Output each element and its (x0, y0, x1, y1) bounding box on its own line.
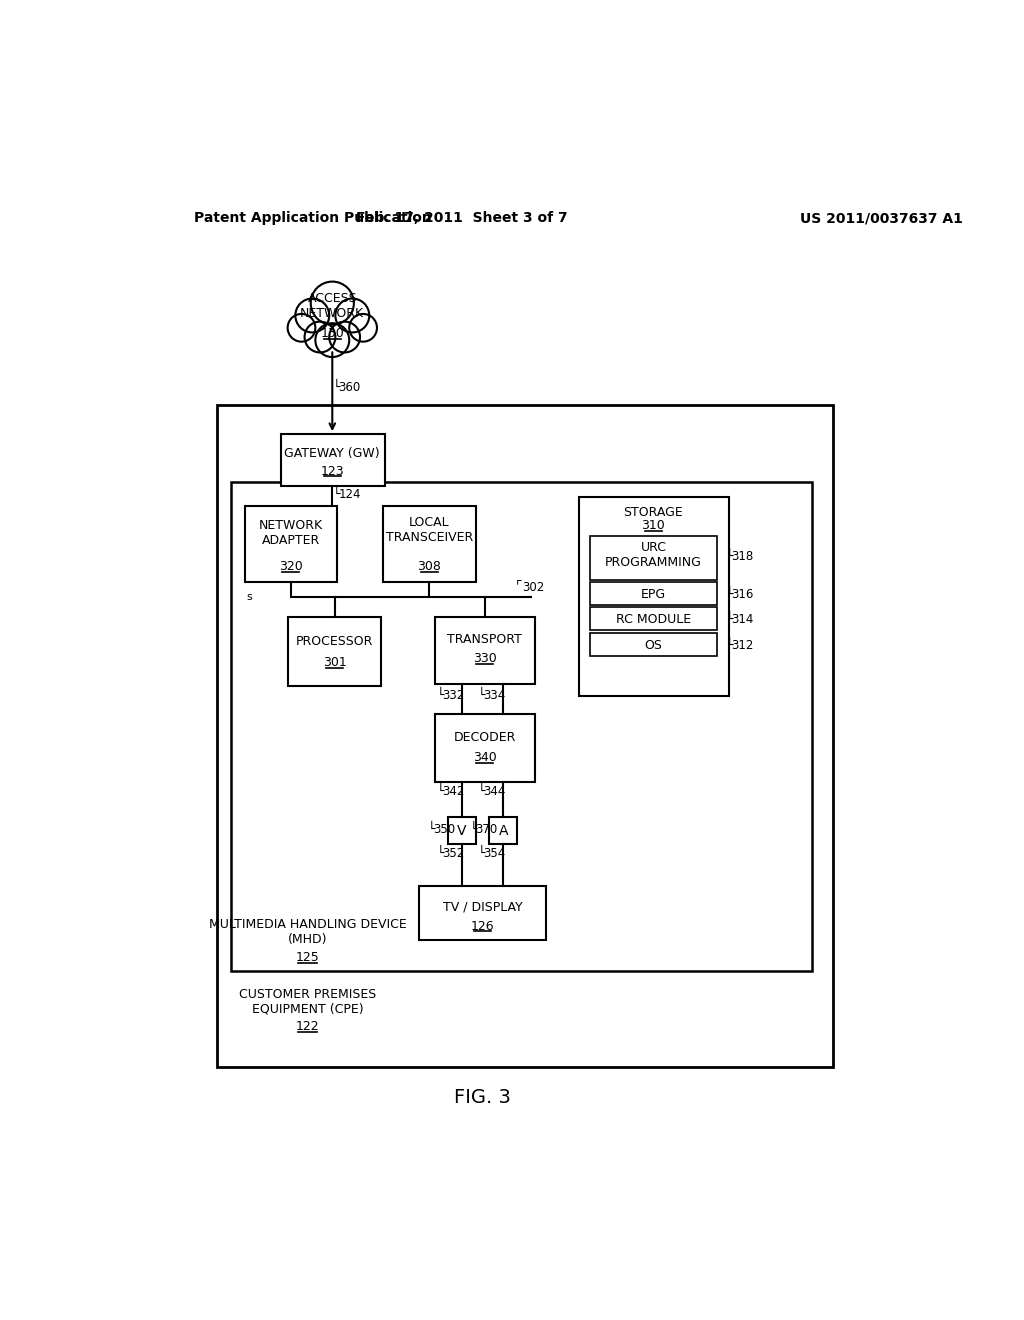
Text: 332: 332 (442, 689, 465, 702)
Circle shape (288, 314, 315, 342)
Text: └: └ (333, 488, 341, 502)
Bar (489, 817, 517, 845)
Bar (245, 507, 337, 582)
Text: └: └ (478, 785, 485, 797)
Text: US 2011/0037637 A1: US 2011/0037637 A1 (801, 211, 964, 226)
Text: 352: 352 (442, 847, 465, 861)
Text: s: s (246, 593, 252, 602)
Circle shape (349, 314, 377, 342)
Text: NETWORK
ADAPTER: NETWORK ADAPTER (259, 519, 323, 548)
Text: 318: 318 (731, 550, 754, 564)
Text: FIG. 3: FIG. 3 (454, 1088, 511, 1107)
Bar (281, 434, 385, 487)
Text: 124: 124 (339, 488, 361, 502)
Bar (435, 616, 535, 684)
Text: OS: OS (644, 639, 663, 652)
Text: 125: 125 (296, 952, 319, 964)
Text: └: └ (726, 639, 733, 652)
Text: GATEWAY (GW): GATEWAY (GW) (285, 446, 380, 459)
Text: 312: 312 (731, 639, 754, 652)
Text: ACCESS
NETWORK: ACCESS NETWORK (300, 292, 365, 321)
Text: 370: 370 (475, 822, 497, 836)
Text: 360: 360 (339, 381, 360, 395)
Text: 123: 123 (321, 465, 344, 478)
Text: 308: 308 (418, 560, 441, 573)
Text: STORAGE: STORAGE (624, 506, 683, 519)
Text: 130: 130 (321, 327, 344, 341)
Bar (447, 817, 475, 845)
Text: └: └ (726, 550, 733, 564)
Text: Feb. 17, 2011  Sheet 3 of 7: Feb. 17, 2011 Sheet 3 of 7 (356, 211, 567, 226)
Text: 316: 316 (731, 587, 754, 601)
Circle shape (295, 298, 330, 333)
Bar (590, 536, 717, 579)
Text: TV / DISPLAY: TV / DISPLAY (442, 900, 522, 913)
Text: Patent Application Publication: Patent Application Publication (194, 211, 431, 226)
Text: └: └ (478, 689, 485, 702)
Circle shape (336, 298, 370, 333)
Text: 350: 350 (433, 822, 456, 836)
Bar (383, 507, 475, 582)
Text: 302: 302 (521, 581, 544, 594)
Text: 122: 122 (296, 1020, 319, 1034)
Text: PROCESSOR: PROCESSOR (296, 635, 374, 648)
Text: MULTIMEDIA HANDLING DEVICE
(MHD): MULTIMEDIA HANDLING DEVICE (MHD) (209, 919, 407, 946)
Text: LOCAL
TRANSCEIVER: LOCAL TRANSCEIVER (386, 516, 473, 544)
Text: V: V (457, 824, 466, 838)
Circle shape (330, 322, 360, 352)
Bar (435, 714, 535, 781)
Bar (590, 632, 717, 656)
Text: 314: 314 (731, 612, 754, 626)
Bar (289, 616, 381, 686)
Text: └: └ (478, 847, 485, 861)
Circle shape (310, 281, 354, 325)
Text: ⌜: ⌜ (515, 581, 522, 594)
Text: A: A (499, 824, 508, 838)
Text: 320: 320 (279, 560, 303, 573)
Text: └: └ (333, 381, 341, 395)
Text: TRANSPORT: TRANSPORT (447, 634, 522, 647)
Text: DECODER: DECODER (454, 731, 516, 744)
Text: 344: 344 (483, 785, 506, 797)
Bar (590, 582, 717, 605)
Bar (230, 482, 812, 970)
Text: RC MODULE: RC MODULE (615, 612, 691, 626)
Text: 334: 334 (483, 689, 506, 702)
Text: └: └ (437, 689, 444, 702)
Text: └: └ (437, 847, 444, 861)
Text: └: └ (437, 785, 444, 797)
Text: 310: 310 (641, 519, 666, 532)
Text: 301: 301 (323, 656, 346, 669)
Text: 342: 342 (442, 785, 465, 797)
Bar (288, 309, 377, 351)
Bar (579, 498, 729, 696)
Text: URC
PROGRAMMING: URC PROGRAMMING (605, 541, 701, 569)
Bar (217, 405, 833, 1067)
Bar (419, 886, 547, 940)
Circle shape (304, 322, 336, 352)
Text: └: └ (469, 822, 477, 836)
Text: EPG: EPG (641, 587, 666, 601)
Text: 330: 330 (473, 652, 497, 665)
Text: └: └ (428, 822, 435, 836)
Bar (590, 607, 717, 631)
Text: └: └ (726, 612, 733, 626)
Text: CUSTOMER PREMISES
EQUIPMENT (CPE): CUSTOMER PREMISES EQUIPMENT (CPE) (239, 987, 376, 1015)
Text: 126: 126 (471, 920, 495, 933)
Circle shape (315, 323, 349, 358)
Text: └: └ (726, 587, 733, 601)
Text: 354: 354 (483, 847, 506, 861)
Text: 340: 340 (473, 751, 497, 764)
